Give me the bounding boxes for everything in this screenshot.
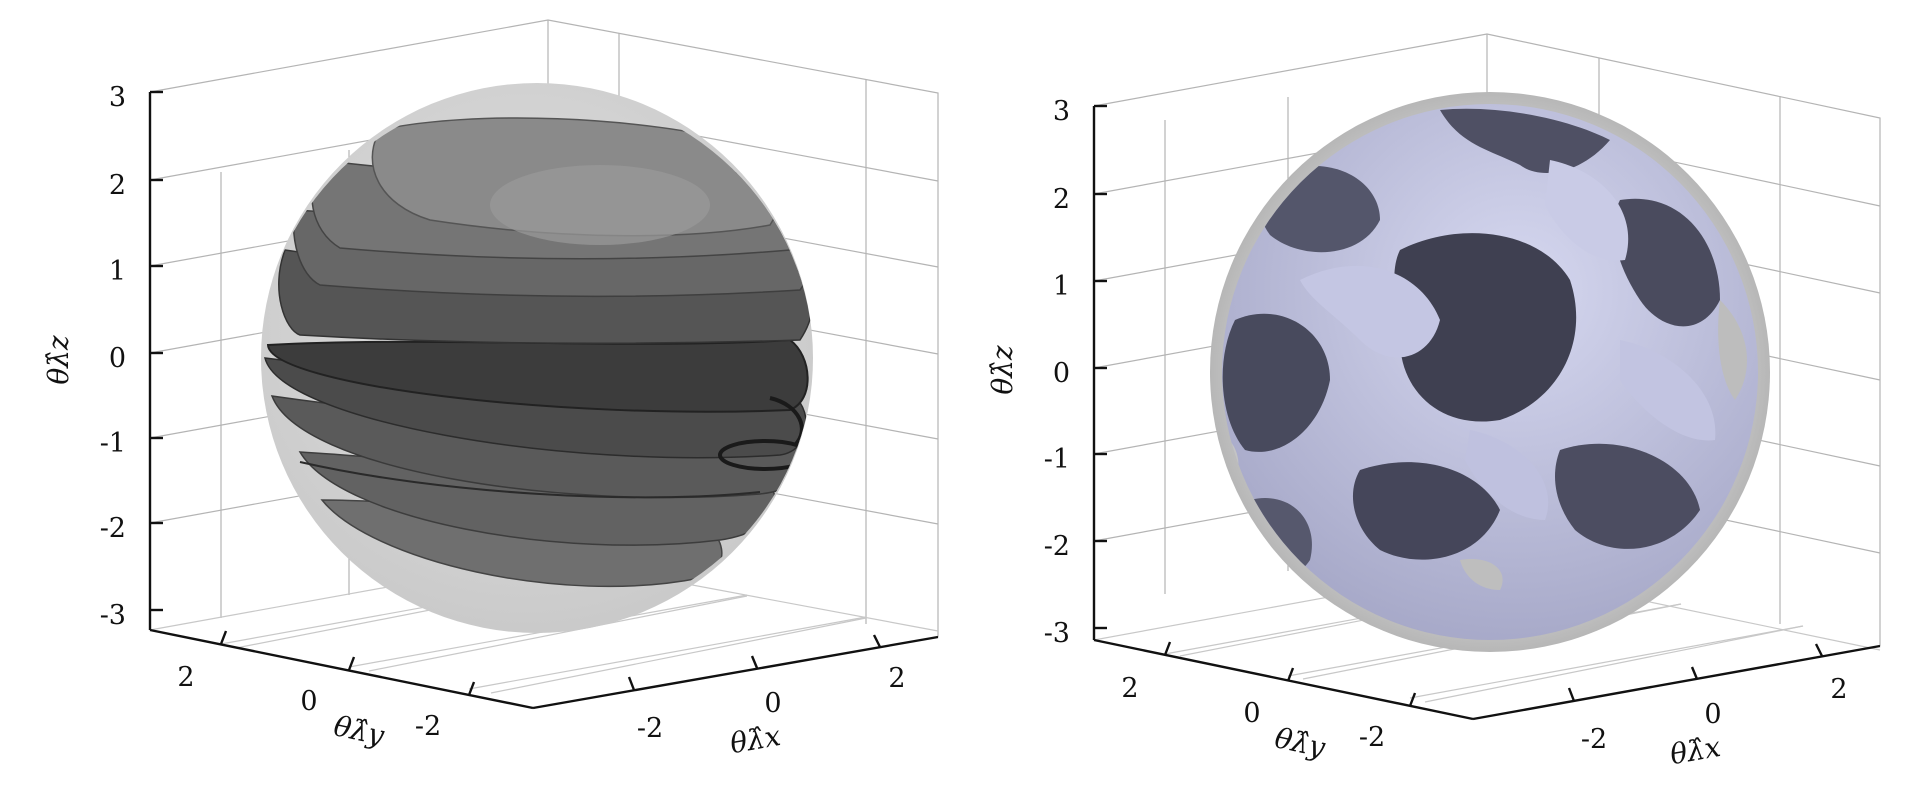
ridge-4 <box>1620 340 1716 441</box>
left-z-tick-2: 2 <box>109 170 126 201</box>
left-z-tick-1: 1 <box>109 256 126 287</box>
left-y-tick-2: 2 <box>177 662 194 693</box>
left-surface <box>264 117 813 588</box>
right-y-label: θλ̂y <box>1272 721 1329 764</box>
right-z-label: θλ̂z <box>986 345 1019 395</box>
right-y-tick-2: 2 <box>1121 673 1138 704</box>
left-z-tick-0: 0 <box>109 343 126 374</box>
right-x-ticks: -2 0 2 <box>1581 674 1848 755</box>
cavity-right <box>1613 198 1720 327</box>
right-y-tick-m2: -2 <box>1359 722 1385 753</box>
cavity-lower <box>1352 462 1500 560</box>
left-y-label: θλ̂y <box>331 709 388 752</box>
right-x-label: θλ̂x <box>1668 730 1724 771</box>
left-y-tick-m2: -2 <box>415 711 441 742</box>
left-x-label: θλ̂x <box>728 719 784 760</box>
right-z-tick-m2: -2 <box>1044 531 1070 562</box>
left-x-ticks: -2 0 2 <box>637 663 906 744</box>
right-x-tick-2: 2 <box>1830 674 1847 705</box>
right-z-tick-m3: -3 <box>1044 618 1070 649</box>
right-z-tick-m1: -1 <box>1044 444 1070 475</box>
left-y-ticks: 2 0 -2 <box>177 662 441 742</box>
left-plot: 3 2 1 0 -1 -2 -3 2 0 -2 -2 0 2 θλ̂z θλ̂y… <box>42 19 939 760</box>
right-z-tick-3: 3 <box>1053 96 1070 127</box>
right-x-tick-m2: -2 <box>1581 724 1607 755</box>
left-x-tick-m2: -2 <box>637 713 663 744</box>
left-z-ticks: 3 2 1 0 -1 -2 -3 <box>100 82 126 631</box>
loop-arc <box>769 396 804 447</box>
cavity-top <box>1440 108 1610 173</box>
gap-bottom <box>1460 559 1503 590</box>
right-z-tick-1: 1 <box>1053 271 1070 302</box>
right-y-tick-0: 0 <box>1243 698 1260 729</box>
cavity-lower-right <box>1555 443 1700 549</box>
left-z-tick-m3: -3 <box>100 600 126 631</box>
band-shadow <box>299 461 761 499</box>
left-z-label: θλ̂z <box>42 335 75 385</box>
left-x-tick-2: 2 <box>888 663 905 694</box>
right-z-tick-0: 0 <box>1053 358 1070 389</box>
left-x-tick-0: 0 <box>764 688 781 719</box>
cavity-center <box>1394 233 1577 422</box>
cavity-left <box>1222 313 1330 452</box>
ridge-1 <box>1300 265 1440 358</box>
left-z-tick-m2: -2 <box>100 513 126 544</box>
right-surface <box>1222 104 1758 640</box>
left-y-tick-0: 0 <box>300 686 317 717</box>
gap-right <box>1718 300 1747 400</box>
right-z-tick-2: 2 <box>1053 184 1070 215</box>
right-plot: 3 2 1 0 -1 -2 -3 2 0 -2 -2 0 2 θλ̂z θλ̂y… <box>986 33 1881 771</box>
ridge-2 <box>1545 160 1629 261</box>
right-x-tick-0: 0 <box>1704 699 1721 730</box>
left-z-tick-3: 3 <box>109 82 126 113</box>
right-z-ticks: 3 2 1 0 -1 -2 -3 <box>1044 96 1070 649</box>
ridge-3 <box>1465 430 1549 520</box>
right-axes <box>1092 104 1881 721</box>
right-y-ticks: 2 0 -2 <box>1121 673 1385 753</box>
left-z-tick-m1: -1 <box>100 428 126 459</box>
left-axes <box>148 90 939 710</box>
top-cap-highlight <box>490 165 710 245</box>
